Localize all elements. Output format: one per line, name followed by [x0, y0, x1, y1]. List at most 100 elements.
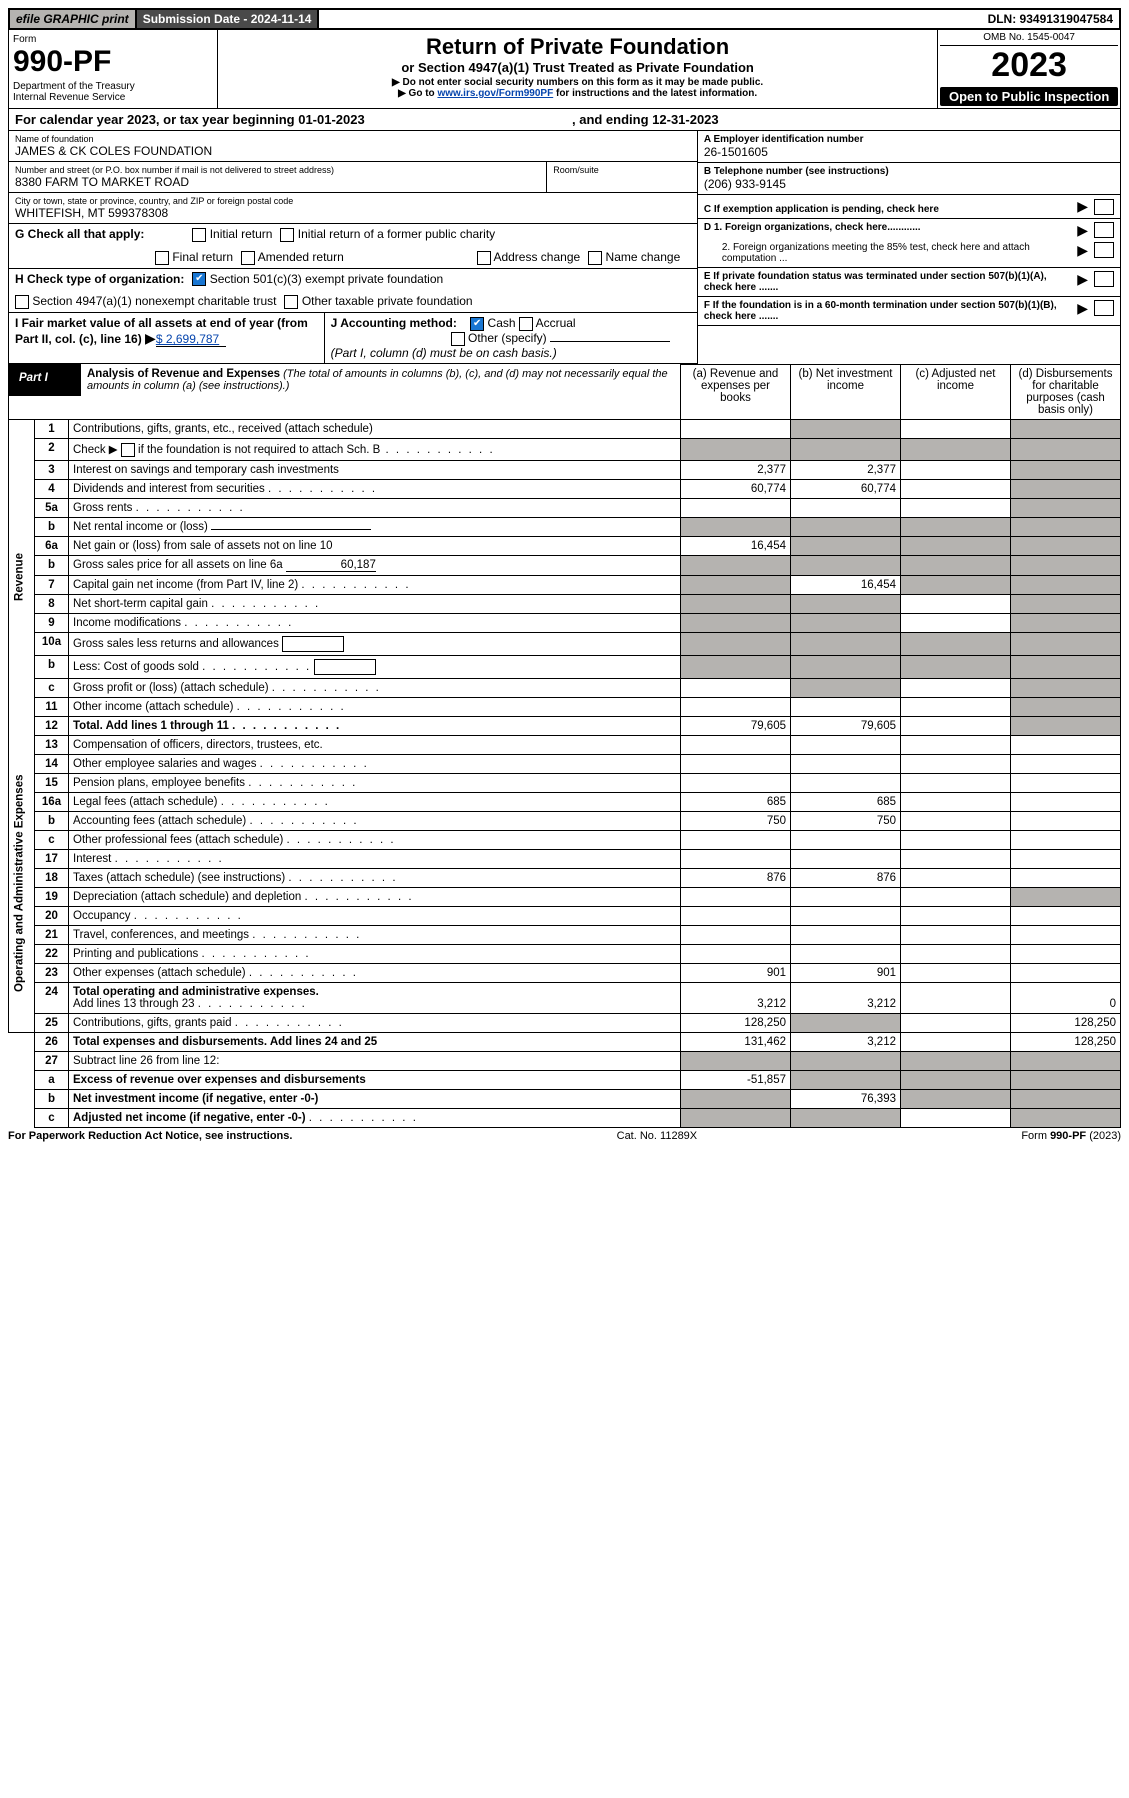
r14-text: Other employee salaries and wages [69, 754, 681, 773]
r12-lbl: Total. Add lines 1 through 11 [73, 720, 229, 732]
rn: 17 [35, 849, 69, 868]
r2-pre: Check ▶ [73, 444, 121, 456]
col-d: (d) Disbursements for charitable purpose… [1011, 364, 1121, 419]
chk-other-method[interactable] [451, 332, 465, 346]
irs-label: Internal Revenue Service [13, 92, 213, 103]
chk-4947[interactable] [15, 295, 29, 309]
r26-a: 131,462 [681, 1032, 791, 1051]
rn: b [35, 517, 69, 536]
j-opt-accrual: Accrual [536, 316, 576, 330]
g-opt-5: Name change [606, 250, 681, 264]
city-label: City or town, state or province, country… [15, 196, 691, 206]
r1-text: Contributions, gifts, grants, etc., rece… [69, 419, 681, 438]
r4-a: 60,774 [681, 479, 791, 498]
chk-e[interactable] [1094, 271, 1114, 287]
chk-initial-return[interactable] [192, 228, 206, 242]
a-label: A Employer identification number [704, 134, 1114, 145]
arrow-icon: ▶ [1077, 242, 1088, 264]
chk-other-taxable[interactable] [284, 295, 298, 309]
r16a-a: 685 [681, 792, 791, 811]
rn: 25 [35, 1013, 69, 1032]
chk-501c3[interactable] [192, 272, 206, 286]
chk-d1[interactable] [1094, 222, 1114, 238]
r22-text: Printing and publications [69, 944, 681, 963]
rn: 22 [35, 944, 69, 963]
chk-initial-former[interactable] [280, 228, 294, 242]
r21-lbl: Travel, conferences, and meetings [73, 929, 249, 941]
r2-text: Check ▶ if the foundation is not require… [69, 438, 681, 460]
r25-lbl: Contributions, gifts, grants paid [73, 1017, 232, 1029]
rn: 10a [35, 632, 69, 655]
rn: a [35, 1070, 69, 1089]
form-number: 990-PF [13, 45, 213, 79]
r18-a: 876 [681, 868, 791, 887]
chk-amended[interactable] [241, 251, 255, 265]
r9-lbl: Income modifications [73, 617, 181, 629]
chk-schb[interactable] [121, 443, 135, 457]
rn: 9 [35, 613, 69, 632]
r3-text: Interest on savings and temporary cash i… [69, 460, 681, 479]
chk-accrual[interactable] [519, 317, 533, 331]
treasury-dept: Department of the Treasury [13, 81, 213, 92]
form-subtitle: or Section 4947(a)(1) Trust Treated as P… [222, 60, 933, 75]
other-specify-line[interactable] [550, 341, 670, 342]
efile-label[interactable]: efile GRAPHIC print [10, 10, 137, 28]
r23-lbl: Other expenses (attach schedule) [73, 967, 246, 979]
ein-cell: A Employer identification number 26-1501… [698, 131, 1120, 163]
omb-no: OMB No. 1545-0047 [940, 32, 1118, 46]
r8-text: Net short-term capital gain [69, 594, 681, 613]
chk-d2[interactable] [1094, 242, 1114, 258]
r5b-line[interactable] [211, 529, 371, 530]
d1-label: D 1. Foreign organizations, check here..… [704, 222, 1077, 239]
g-check-row: G Check all that apply: Initial return I… [9, 224, 697, 269]
g-opt-4: Address change [493, 250, 580, 264]
rn: c [35, 830, 69, 849]
calendar-year-row: For calendar year 2023, or tax year begi… [8, 109, 1121, 131]
rn: 19 [35, 887, 69, 906]
chk-c[interactable] [1094, 199, 1114, 215]
ein-value: 26-1501605 [704, 145, 1114, 159]
phone-value: (206) 933-9145 [704, 177, 1114, 191]
r21-text: Travel, conferences, and meetings [69, 925, 681, 944]
room-cell: Room/suite [546, 162, 697, 192]
chk-name-change[interactable] [588, 251, 602, 265]
r10b-lbl: Less: Cost of goods sold [73, 661, 199, 673]
r16b-a: 750 [681, 811, 791, 830]
f-row: F If the foundation is in a 60-month ter… [698, 297, 1120, 326]
rn: 11 [35, 697, 69, 716]
r27a-text: Excess of revenue over expenses and disb… [69, 1070, 681, 1089]
r20-text: Occupancy [69, 906, 681, 925]
r16b-text: Accounting fees (attach schedule) [69, 811, 681, 830]
c-label: C If exemption application is pending, c… [704, 204, 1077, 215]
ssn-warning: ▶ Do not enter social security numbers o… [222, 77, 933, 88]
rn: b [35, 811, 69, 830]
r2-post: if the foundation is not required to att… [135, 444, 381, 456]
chk-f[interactable] [1094, 300, 1114, 316]
topbar: efile GRAPHIC print Submission Date - 20… [8, 8, 1121, 30]
irs-link[interactable]: www.irs.gov/Form990PF [437, 88, 553, 99]
footer-mid: Cat. No. 11289X [617, 1130, 698, 1142]
rn: c [35, 678, 69, 697]
i-value[interactable]: $ 2,699,787 [156, 332, 226, 347]
form-header: Form 990-PF Department of the Treasury I… [8, 30, 1121, 109]
chk-final-return[interactable] [155, 251, 169, 265]
rn: 13 [35, 735, 69, 754]
r12-a: 79,605 [681, 716, 791, 735]
r12-b: 79,605 [791, 716, 901, 735]
r10b-box[interactable] [314, 659, 376, 675]
chk-addr-change[interactable] [477, 251, 491, 265]
r24-text: Total operating and administrative expen… [69, 982, 681, 1013]
r11-text: Other income (attach schedule) [69, 697, 681, 716]
city-value: WHITEFISH, MT 599378308 [15, 206, 691, 220]
submission-date: Submission Date - 2024-11-14 [137, 10, 320, 28]
form-title: Return of Private Foundation [222, 34, 933, 60]
footer-left: For Paperwork Reduction Act Notice, see … [8, 1130, 292, 1142]
rn: 26 [35, 1032, 69, 1051]
j-note: (Part I, column (d) must be on cash basi… [331, 346, 557, 360]
r27b-b: 76,393 [791, 1089, 901, 1108]
chk-cash[interactable] [470, 317, 484, 331]
r10a-box[interactable] [282, 636, 344, 652]
oae-side: Operating and Administrative Expenses [9, 735, 35, 1032]
r27a-a: -51,857 [681, 1070, 791, 1089]
form-label: Form [13, 34, 213, 45]
